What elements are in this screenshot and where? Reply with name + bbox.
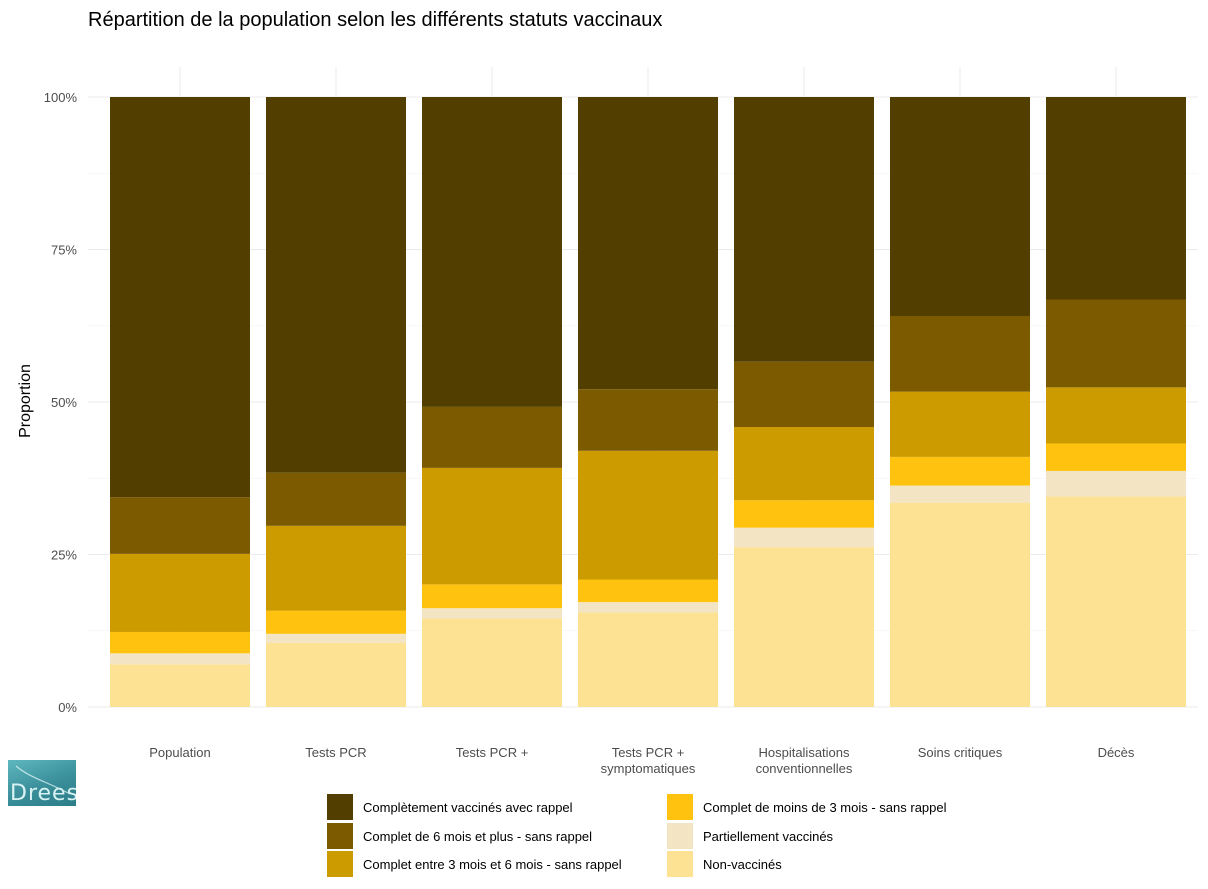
bar-segment: [110, 97, 250, 498]
bar-segment: [266, 525, 406, 611]
x-tick-line: Tests PCR +: [456, 745, 529, 760]
bar-segment: [890, 502, 1030, 707]
x-tick-label: Tests PCR +: [456, 745, 529, 760]
legend-key: [327, 851, 353, 877]
bar-segment: [734, 547, 874, 707]
y-tick-label: 25%: [51, 548, 77, 563]
bar-segment: [1046, 97, 1186, 300]
legend-label: Complètement vaccinés avec rappel: [363, 800, 573, 815]
bar-segment: [422, 584, 562, 609]
bar-segment: [110, 497, 250, 554]
y-tick-label: 75%: [51, 243, 77, 258]
legend-label: Complet de 6 mois et plus - sans rappel: [363, 829, 592, 844]
x-tick-label: Décès: [1098, 745, 1135, 760]
bar-segment: [422, 97, 562, 407]
bar-segment: [110, 553, 250, 632]
bar-segment: [422, 406, 562, 468]
legend-key: [667, 851, 693, 877]
legend-label: Partiellement vaccinés: [703, 829, 834, 844]
x-tick-line: Soins critiques: [918, 745, 1003, 760]
bar-segment: [1046, 496, 1186, 707]
bar-segment: [890, 485, 1030, 503]
bars: [110, 97, 1186, 707]
legend: Complètement vaccinés avec rappel Complet…: [327, 794, 947, 877]
bar-segment: [578, 389, 718, 451]
bar-segment: [578, 612, 718, 707]
x-tick-label: Tests PCR + symptomatiques: [601, 745, 696, 776]
bar-segment: [1046, 470, 1186, 497]
x-tick-line: Décès: [1098, 745, 1135, 760]
chart-title: Répartition de la population selon les d…: [88, 9, 662, 31]
legend-label: Non-vaccinés: [703, 857, 782, 872]
legend-key: [327, 823, 353, 849]
logo-swoosh-icon: [15, 765, 71, 795]
x-tick-line: Population: [149, 745, 210, 760]
logo-text: Drees: [10, 781, 76, 806]
bar-segment: [734, 427, 874, 501]
bar-segment: [266, 642, 406, 707]
x-tick-label: Soins critiques: [918, 745, 1003, 760]
bar-segment: [266, 472, 406, 526]
y-axis-ticks: 0% 25% 50% 75% 100%: [44, 90, 78, 715]
bar-segment: [266, 633, 406, 643]
x-tick-line: Tests PCR +: [612, 745, 685, 760]
bar-segment: [890, 391, 1030, 457]
x-tick-line: symptomatiques: [601, 761, 696, 776]
bar-segment: [578, 602, 718, 613]
bar-segment: [110, 631, 250, 654]
bar-segment: [578, 450, 718, 580]
bar-segment: [422, 467, 562, 585]
bar-segment: [890, 315, 1030, 392]
drees-logo: Drees: [8, 760, 76, 806]
x-tick-line: Tests PCR: [305, 745, 366, 760]
bar-segment: [734, 500, 874, 528]
y-tick-label: 100%: [44, 90, 78, 105]
bar-segment: [890, 97, 1030, 316]
y-tick-label: 50%: [51, 395, 77, 410]
legend-label: Complet de moins de 3 mois - sans rappel: [703, 800, 947, 815]
x-tick-label: Hospitalisations conventionnelles: [756, 745, 853, 776]
bar-segment: [734, 97, 874, 362]
x-tick-label: Tests PCR: [305, 745, 366, 760]
legend-key: [667, 794, 693, 820]
bar-segment: [578, 579, 718, 603]
x-axis-ticks: Population Tests PCR Tests PCR + Tests PCR …: [149, 745, 1135, 776]
bar-segment: [578, 97, 718, 390]
y-tick-label: 0%: [58, 700, 77, 715]
x-tick-line: conventionnelles: [756, 761, 853, 776]
legend-key: [327, 794, 353, 820]
bar-segment: [734, 361, 874, 428]
bar-segment: [110, 664, 250, 707]
bar-segment: [266, 97, 406, 473]
bar-segment: [890, 456, 1030, 486]
x-tick-line: Hospitalisations: [758, 745, 850, 760]
bar-segment: [1046, 299, 1186, 388]
x-tick-label: Population: [149, 745, 210, 760]
bar-segment: [734, 527, 874, 548]
bar-segment: [266, 610, 406, 634]
legend-key: [667, 823, 693, 849]
bar-segment: [422, 608, 562, 619]
bar-segment: [422, 618, 562, 707]
bar-segment: [1046, 387, 1186, 444]
bar-segment: [110, 653, 250, 665]
y-axis-label: Proportion: [17, 364, 34, 438]
bar-segment: [1046, 443, 1186, 471]
legend-label: Complet entre 3 mois et 6 mois - sans ra…: [363, 857, 622, 872]
